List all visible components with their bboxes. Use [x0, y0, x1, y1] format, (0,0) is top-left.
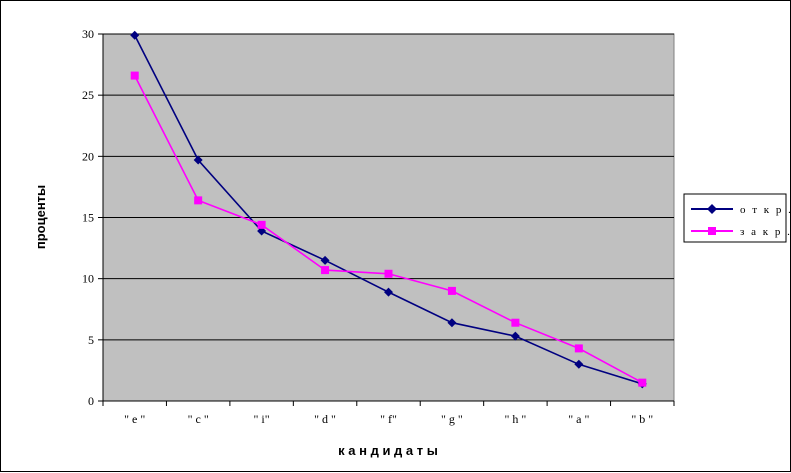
data-point: [193, 155, 203, 165]
legend-marker-open: [707, 204, 717, 214]
series-1: [130, 71, 647, 387]
x-tick-label: " b ": [631, 412, 653, 426]
y-tick-label: 15: [82, 211, 94, 225]
y-axis-title: проценты: [33, 185, 48, 249]
x-tick-label: " i": [254, 412, 270, 426]
legend-box: [683, 193, 787, 243]
x-tick-label: " c ": [188, 412, 209, 426]
data-point: [384, 269, 393, 278]
data-point: [447, 286, 456, 295]
gridlines: [103, 33, 674, 341]
y-tick-label: 5: [88, 333, 94, 347]
x-tick-label: " g ": [441, 412, 463, 426]
data-point: [510, 331, 520, 341]
data-point: [574, 359, 584, 369]
data-point: [257, 220, 266, 229]
data-point: [447, 318, 457, 328]
data-point: [194, 196, 203, 205]
data-point: [574, 344, 583, 353]
data-point: [130, 71, 139, 80]
x-tick-label: " e ": [124, 412, 145, 426]
data-point: [511, 318, 520, 327]
series-layer: [130, 30, 647, 389]
y-tick-label: 30: [82, 27, 94, 41]
x-tick-label: " h ": [504, 412, 526, 426]
data-point: [384, 287, 393, 297]
legend-label-open: о т к р .: [740, 204, 791, 216]
x-tick-label: " d ": [314, 412, 336, 426]
y-tick-label: 0: [88, 394, 94, 408]
data-point: [321, 266, 330, 275]
x-axis-title: к а н д и д а т ы: [338, 443, 438, 458]
y-tick-label: 20: [82, 149, 94, 163]
y-tick-label: 10: [82, 272, 94, 286]
data-point: [638, 378, 647, 387]
x-tick-label: " f": [380, 412, 397, 426]
legend-marker-closed: [708, 227, 716, 235]
y-tick-label: 25: [82, 88, 94, 102]
axes: 0 5 10 15 20 25 30 " e " " c " " i" " d " " f" " g "…: [82, 27, 675, 426]
legend: о т к р . з а к р .: [683, 193, 791, 243]
data-point: [320, 255, 330, 265]
x-tick-label: " a ": [568, 412, 589, 426]
legend-label-closed: з а к р .: [740, 226, 791, 238]
